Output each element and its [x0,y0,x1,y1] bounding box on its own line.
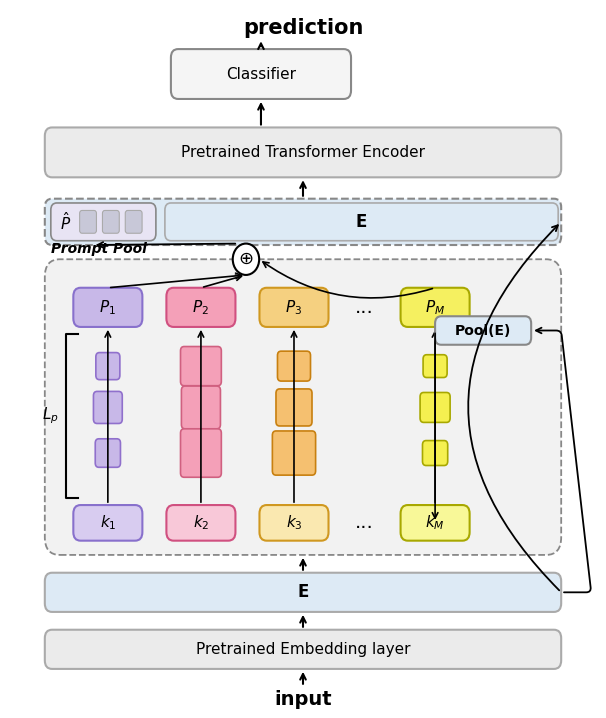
FancyBboxPatch shape [125,210,142,233]
FancyBboxPatch shape [102,210,119,233]
FancyBboxPatch shape [422,441,448,465]
FancyBboxPatch shape [96,353,120,380]
FancyBboxPatch shape [272,431,316,475]
Text: E: E [298,583,308,602]
Text: $\hat{P}$: $\hat{P}$ [59,211,71,233]
FancyBboxPatch shape [167,288,236,327]
FancyBboxPatch shape [45,573,561,612]
Text: $k_2$: $k_2$ [193,513,209,532]
FancyBboxPatch shape [181,347,221,386]
Text: Pretrained Transformer Encoder: Pretrained Transformer Encoder [181,145,425,160]
Text: input: input [274,690,332,709]
Text: ...: ... [355,513,374,532]
Text: $\oplus$: $\oplus$ [238,251,254,269]
FancyBboxPatch shape [51,203,156,241]
FancyBboxPatch shape [276,389,312,426]
Text: $P_3$: $P_3$ [285,298,302,317]
FancyBboxPatch shape [165,203,558,241]
FancyBboxPatch shape [401,288,470,327]
Text: Pretrained Embedding layer: Pretrained Embedding layer [196,642,410,657]
Text: $P_2$: $P_2$ [193,298,209,317]
FancyBboxPatch shape [435,316,531,345]
Text: $L_p$: $L_p$ [42,406,59,426]
Text: $k_M$: $k_M$ [425,513,445,532]
FancyBboxPatch shape [423,355,447,378]
FancyBboxPatch shape [278,351,310,381]
FancyBboxPatch shape [420,393,450,422]
Circle shape [233,243,259,275]
Text: $k_1$: $k_1$ [99,513,116,532]
Text: Prompt Pool: Prompt Pool [51,242,147,256]
FancyBboxPatch shape [171,49,351,99]
FancyBboxPatch shape [167,505,236,541]
FancyBboxPatch shape [45,199,561,245]
FancyBboxPatch shape [45,259,561,555]
FancyBboxPatch shape [401,505,470,541]
FancyBboxPatch shape [181,429,221,477]
FancyBboxPatch shape [79,210,96,233]
Text: ...: ... [355,298,374,317]
Text: Pool(E): Pool(E) [455,324,511,337]
FancyBboxPatch shape [45,630,561,669]
Text: $k_3$: $k_3$ [285,513,302,532]
Text: prediction: prediction [243,18,363,38]
Text: E: E [356,213,367,231]
Text: $P_M$: $P_M$ [425,298,445,317]
FancyBboxPatch shape [259,288,328,327]
FancyBboxPatch shape [45,128,561,177]
FancyBboxPatch shape [73,288,142,327]
FancyBboxPatch shape [181,386,221,429]
FancyBboxPatch shape [95,439,121,467]
FancyBboxPatch shape [73,505,142,541]
Text: Classifier: Classifier [226,67,296,82]
Text: $P_1$: $P_1$ [99,298,116,317]
FancyBboxPatch shape [259,505,328,541]
FancyBboxPatch shape [93,391,122,424]
